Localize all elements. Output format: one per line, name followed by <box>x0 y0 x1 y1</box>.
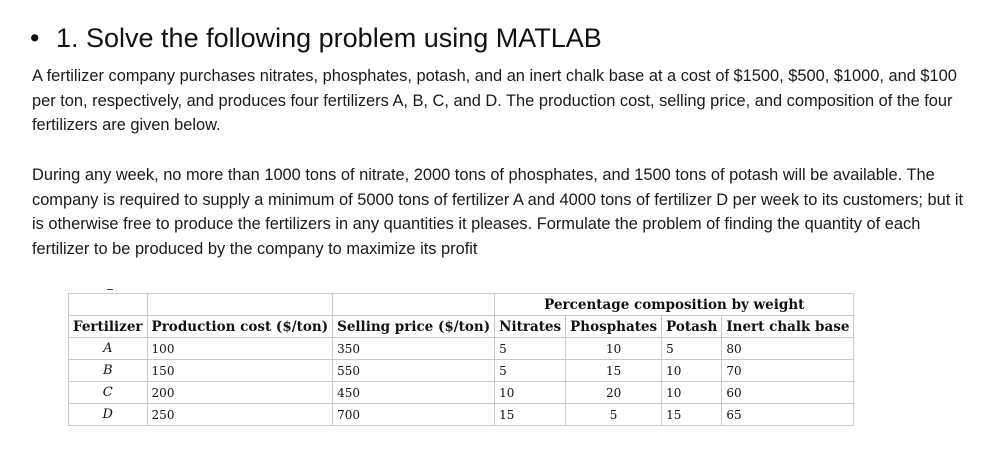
cell-inert-chalk: 65 <box>721 403 855 426</box>
header-spacer <box>68 293 148 316</box>
cell-selling-price: 550 <box>332 359 496 382</box>
cell-selling-price: 450 <box>332 381 496 404</box>
cell-fertilizer: D <box>68 403 148 426</box>
table-group-header-row: Percentage composition by weight <box>68 293 855 316</box>
col-header-production-cost: Production cost ($/ton) <box>146 315 334 338</box>
cell-potash: 5 <box>661 337 723 360</box>
col-header-potash: Potash <box>661 315 723 338</box>
cell-inert-chalk: 70 <box>721 359 855 382</box>
table-mark <box>107 289 113 290</box>
cell-phosphates: 15 <box>565 359 663 382</box>
cell-potash: 10 <box>661 359 723 382</box>
table-row: C 200 450 10 20 10 60 <box>68 381 855 404</box>
cell-production-cost: 200 <box>146 381 334 404</box>
cell-nitrates: 15 <box>494 403 567 426</box>
cell-nitrates: 10 <box>494 381 567 404</box>
header-spacer <box>146 293 334 316</box>
intro-paragraph: A fertilizer company purchases nitrates,… <box>32 67 957 134</box>
cell-nitrates: 5 <box>494 359 567 382</box>
problem-heading: • 1. Solve the following problem using MA… <box>30 18 602 58</box>
cell-production-cost: 150 <box>146 359 334 382</box>
table-row: A 100 350 5 10 5 80 <box>68 337 855 360</box>
cell-inert-chalk: 80 <box>721 337 855 360</box>
cell-potash: 10 <box>661 381 723 404</box>
table-row: B 150 550 5 15 10 70 <box>68 359 855 382</box>
col-header-nitrates: Nitrates <box>494 315 567 338</box>
table-header-row: Fertilizer Production cost ($/ton) Selli… <box>68 315 855 338</box>
cell-fertilizer: C <box>68 381 148 404</box>
cell-selling-price: 700 <box>332 403 496 426</box>
col-header-inert-chalk: Inert chalk base <box>721 315 855 338</box>
cell-phosphates: 10 <box>565 337 663 360</box>
cell-fertilizer: A <box>68 337 148 360</box>
col-header-fertilizer: Fertilizer <box>68 315 148 338</box>
constraints-paragraph: During any week, no more than 1000 tons … <box>32 166 964 258</box>
cell-phosphates: 5 <box>565 403 663 426</box>
cell-potash: 15 <box>661 403 723 426</box>
group-header: Percentage composition by weight <box>494 293 855 316</box>
col-header-selling-price: Selling price ($/ton) <box>332 315 496 338</box>
cell-fertilizer: B <box>68 359 148 382</box>
cell-production-cost: 250 <box>146 403 334 426</box>
bullet: • <box>30 23 40 53</box>
cell-phosphates: 20 <box>565 381 663 404</box>
col-header-phosphates: Phosphates <box>565 315 663 338</box>
table-row: D 250 700 15 5 15 65 <box>68 403 855 426</box>
heading-text: 1. Solve the following problem using MAT… <box>56 23 602 53</box>
composition-table: Percentage composition by weight Fertili… <box>68 293 855 426</box>
cell-selling-price: 350 <box>332 337 496 360</box>
cell-inert-chalk: 60 <box>721 381 855 404</box>
cell-production-cost: 100 <box>146 337 334 360</box>
header-spacer <box>332 293 496 316</box>
cell-nitrates: 5 <box>494 337 567 360</box>
